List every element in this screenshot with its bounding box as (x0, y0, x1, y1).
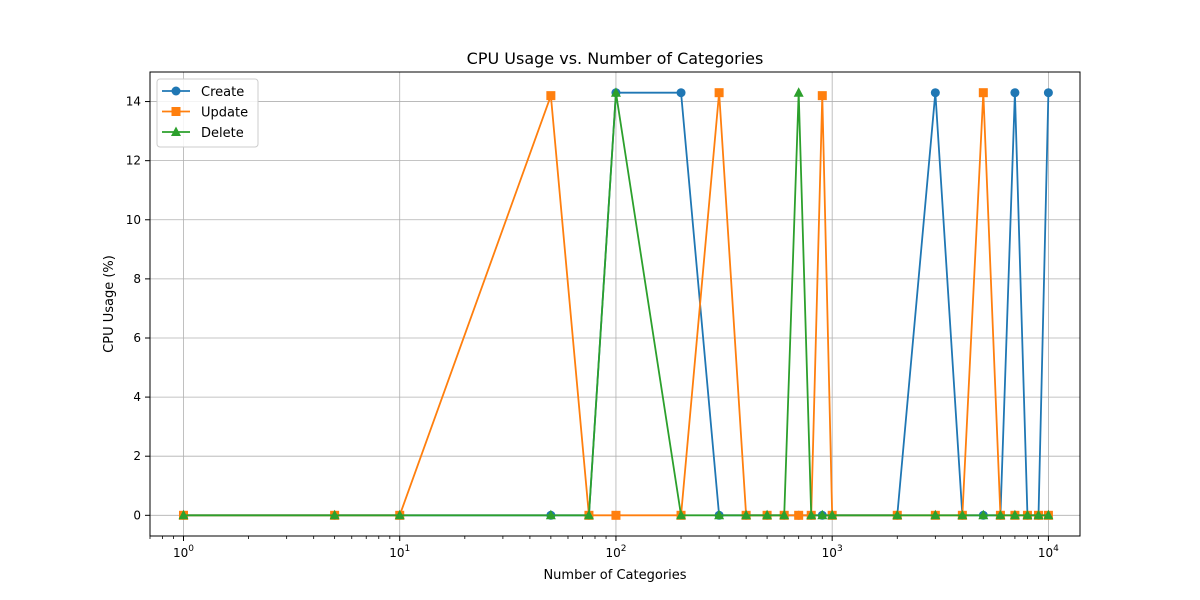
data-point-delete (329, 509, 340, 520)
data-point-delete (545, 509, 556, 520)
legend-label-delete: Delete (201, 126, 244, 141)
y-tick-label: 14 (126, 95, 141, 109)
data-point-create (1010, 88, 1020, 98)
data-point-delete (957, 509, 968, 520)
legend-label-create: Create (201, 85, 244, 100)
plot-area-frame (149, 71, 1081, 537)
data-point-delete (583, 509, 594, 520)
data-point-create (1043, 88, 1053, 98)
data-point-delete (827, 509, 838, 520)
legend-marker-delete (171, 126, 181, 136)
data-point-create (676, 88, 686, 98)
data-point-delete (1043, 509, 1054, 520)
x-tick-label: 101 (389, 544, 410, 560)
data-point-delete (178, 509, 189, 520)
series-delete (178, 87, 1054, 520)
data-point-delete (1033, 509, 1044, 520)
x-tick-label: 102 (605, 544, 626, 560)
data-point-delete (995, 509, 1006, 520)
legend-frame (156, 78, 259, 148)
data-point-delete (714, 509, 725, 520)
x-tick-label: 103 (822, 544, 843, 560)
series-layer (178, 87, 1054, 520)
y-tick-label: 2 (133, 449, 141, 463)
legend-marker-create (171, 86, 181, 96)
data-point-delete (741, 509, 752, 520)
y-tick-label: 0 (133, 508, 141, 522)
data-point-update (817, 91, 827, 101)
data-point-delete (1022, 509, 1033, 520)
data-point-update (794, 510, 804, 520)
data-point-delete (394, 509, 405, 520)
y-tick-label: 10 (126, 213, 141, 227)
data-point-create (930, 88, 940, 98)
data-point-delete (892, 509, 903, 520)
y-tick-label: 12 (126, 154, 141, 168)
y-tick-label: 8 (133, 272, 141, 286)
data-point-delete (806, 509, 817, 520)
data-point-update (546, 91, 556, 101)
chart-title: CPU Usage vs. Number of Categories (467, 49, 764, 68)
data-point-delete (762, 509, 773, 520)
data-point-update (714, 88, 724, 98)
x-tick-label: 104 (1038, 544, 1059, 560)
data-point-delete (817, 509, 828, 520)
data-point-delete (610, 87, 621, 97)
y-axis-label: CPU Usage (%) (102, 255, 117, 353)
legend: Create Update Delete (156, 78, 259, 148)
y-axis: 0 2 4 6 8 10 12 14 (126, 95, 150, 522)
legend-label-update: Update (201, 106, 248, 121)
y-tick-label: 6 (133, 331, 141, 345)
x-axis-label: Number of Categories (543, 568, 686, 583)
x-tick-label: 100 (173, 544, 194, 560)
data-point-update (978, 88, 988, 98)
data-point-delete (793, 87, 804, 97)
data-point-delete (676, 509, 687, 520)
data-point-update (611, 510, 621, 520)
y-tick-label: 4 (133, 390, 141, 404)
x-axis: 100 101 102 103 104 (149, 536, 1059, 560)
data-point-delete (978, 509, 989, 520)
data-point-delete (1009, 509, 1020, 520)
grid-lines (150, 72, 1080, 536)
legend-marker-update (171, 107, 181, 116)
data-point-delete (930, 509, 941, 520)
data-point-delete (779, 509, 790, 520)
